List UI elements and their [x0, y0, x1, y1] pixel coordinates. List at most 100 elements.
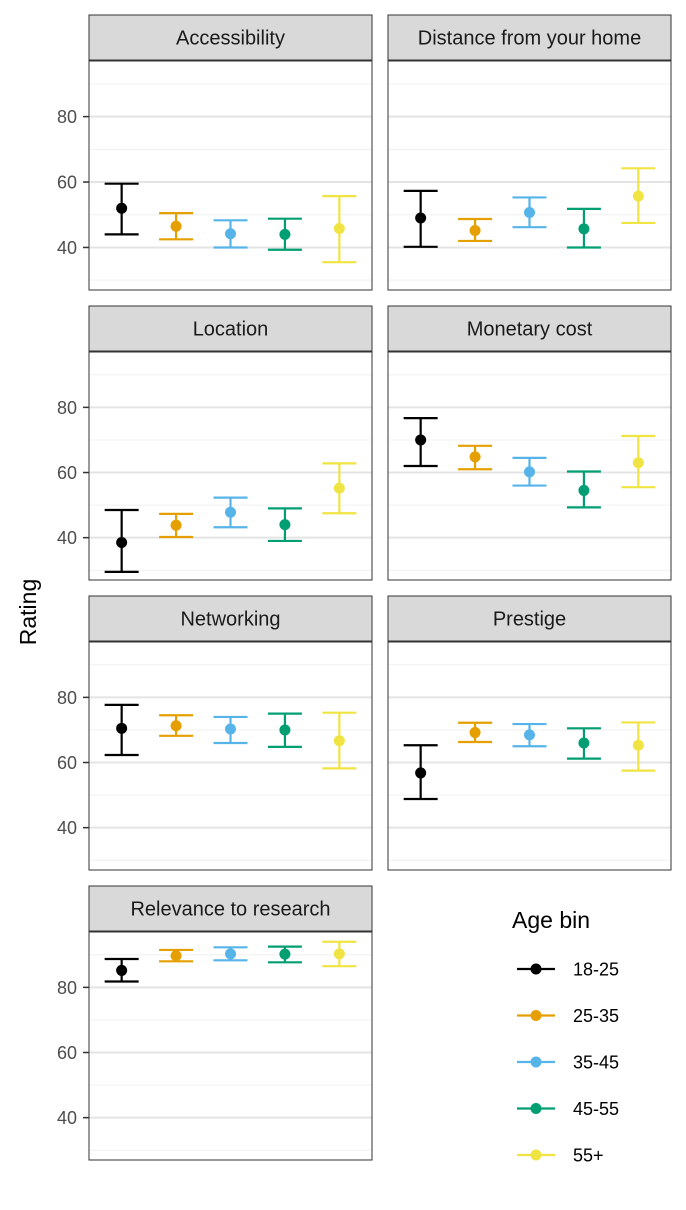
- panel-border: [387, 351, 672, 581]
- legend-key-point: [530, 1103, 542, 1114]
- errorbar-25-35: [159, 714, 194, 737]
- legend-label: 45-55: [573, 1099, 619, 1119]
- y-tick-label: 40: [57, 238, 77, 258]
- panels-layer: Accessibility 40 60 80 Distance from your ho…: [57, 14, 672, 1161]
- errorbar-25-35: [458, 721, 493, 744]
- mean-point: [225, 948, 236, 960]
- mean-point: [116, 722, 128, 734]
- panel-background: [89, 352, 372, 580]
- mean-point: [279, 519, 291, 531]
- errorbar-55+: [621, 434, 656, 489]
- panel-title: Relevance to research: [130, 899, 330, 921]
- panel-title: Prestige: [493, 609, 566, 631]
- panel-border: [88, 641, 373, 871]
- panel-title: Accessibility: [176, 28, 285, 50]
- y-axis-title: Rating: [15, 579, 41, 645]
- errorbar-35-45: [213, 946, 248, 962]
- mean-point: [632, 457, 644, 469]
- errorbar-55+: [322, 195, 357, 264]
- panel-3: Location 40 60 80: [57, 305, 373, 581]
- mean-point: [632, 190, 644, 202]
- errorbar-55+: [322, 940, 357, 968]
- errorbar-35-45: [213, 496, 248, 529]
- errorbar-18-25: [104, 182, 139, 236]
- errorbar-45-55: [566, 207, 601, 249]
- legend-label: 18-25: [573, 960, 619, 980]
- mean-point: [415, 434, 427, 446]
- mean-point: [170, 950, 182, 962]
- legend-key-point: [530, 1056, 542, 1068]
- errorbar-35-45: [213, 715, 248, 745]
- y-tick-label: 80: [57, 107, 77, 127]
- y-tick-label: 40: [57, 818, 77, 838]
- errorbar-45-55: [267, 507, 302, 543]
- panel-4: Monetary cost: [387, 305, 672, 581]
- mean-point: [469, 727, 481, 739]
- mean-point: [524, 466, 535, 478]
- legend-entry-25-35: 25-35: [517, 1006, 619, 1026]
- mean-point: [116, 964, 128, 976]
- y-tick-label: 80: [57, 688, 77, 708]
- panel-border: [88, 351, 373, 581]
- panel-title: Monetary cost: [467, 319, 593, 341]
- mean-point: [578, 737, 590, 749]
- mean-point: [524, 206, 535, 218]
- mean-point: [578, 223, 590, 235]
- errorbar-25-35: [159, 212, 194, 241]
- errorbar-55+: [621, 167, 656, 225]
- panel-background: [89, 932, 372, 1160]
- panel-5: Networking 40 60 80: [57, 595, 373, 871]
- mean-point: [170, 720, 182, 732]
- mean-point: [333, 482, 345, 494]
- panel-strip: [387, 595, 672, 642]
- mean-point: [116, 537, 128, 549]
- panel-strip: [88, 305, 373, 352]
- mean-point: [279, 724, 291, 736]
- errorbar-18-25: [403, 744, 438, 801]
- legend-label: 25-35: [573, 1006, 619, 1026]
- errorbar-45-55: [566, 727, 601, 760]
- panel-1: Accessibility 40 60 80: [57, 14, 373, 291]
- errorbar-35-45: [512, 456, 547, 487]
- errorbar-55+: [621, 721, 656, 772]
- legend-label: 35-45: [573, 1053, 619, 1073]
- errorbar-18-25: [403, 417, 438, 468]
- legend: Age bin 18-25 25-35 35-45 45-55 55+: [512, 907, 619, 1166]
- panel-strip: [88, 595, 373, 642]
- mean-point: [632, 739, 644, 751]
- mean-point: [170, 220, 182, 232]
- y-tick-label: 80: [57, 398, 77, 418]
- panel-6: Prestige: [387, 595, 672, 871]
- mean-point: [279, 228, 291, 240]
- panel-background: [89, 61, 372, 290]
- mean-point: [578, 484, 590, 496]
- legend-key-point: [530, 1149, 542, 1161]
- errorbar-35-45: [512, 722, 547, 748]
- mean-point: [333, 222, 345, 234]
- legend-key-point: [530, 963, 542, 975]
- errorbar-25-35: [458, 444, 493, 471]
- legend-key-point: [530, 1010, 542, 1021]
- panel-border: [88, 60, 373, 291]
- panel-border: [387, 641, 672, 871]
- panel-strip: [88, 885, 373, 932]
- y-tick-label: 40: [57, 1108, 77, 1128]
- errorbar-25-35: [458, 217, 493, 243]
- errorbar-45-55: [566, 470, 601, 509]
- legend-label: 55+: [573, 1146, 604, 1166]
- legend-entry-55+: 55+: [517, 1146, 604, 1166]
- panel-strip: [387, 305, 672, 352]
- mean-point: [415, 212, 427, 224]
- errorbar-18-25: [104, 703, 139, 757]
- legend-entry-35-45: 35-45: [517, 1053, 619, 1073]
- panel-7: Relevance to research 40 60 80: [57, 885, 373, 1161]
- errorbar-18-25: [104, 508, 139, 573]
- mean-point: [333, 735, 345, 747]
- panel-background: [388, 61, 671, 290]
- y-tick-label: 60: [57, 753, 77, 773]
- y-tick-label: 40: [57, 528, 77, 548]
- errorbar-25-35: [159, 948, 194, 963]
- mean-point: [333, 948, 345, 960]
- errorbar-55+: [322, 462, 357, 515]
- errorbar-45-55: [267, 945, 302, 964]
